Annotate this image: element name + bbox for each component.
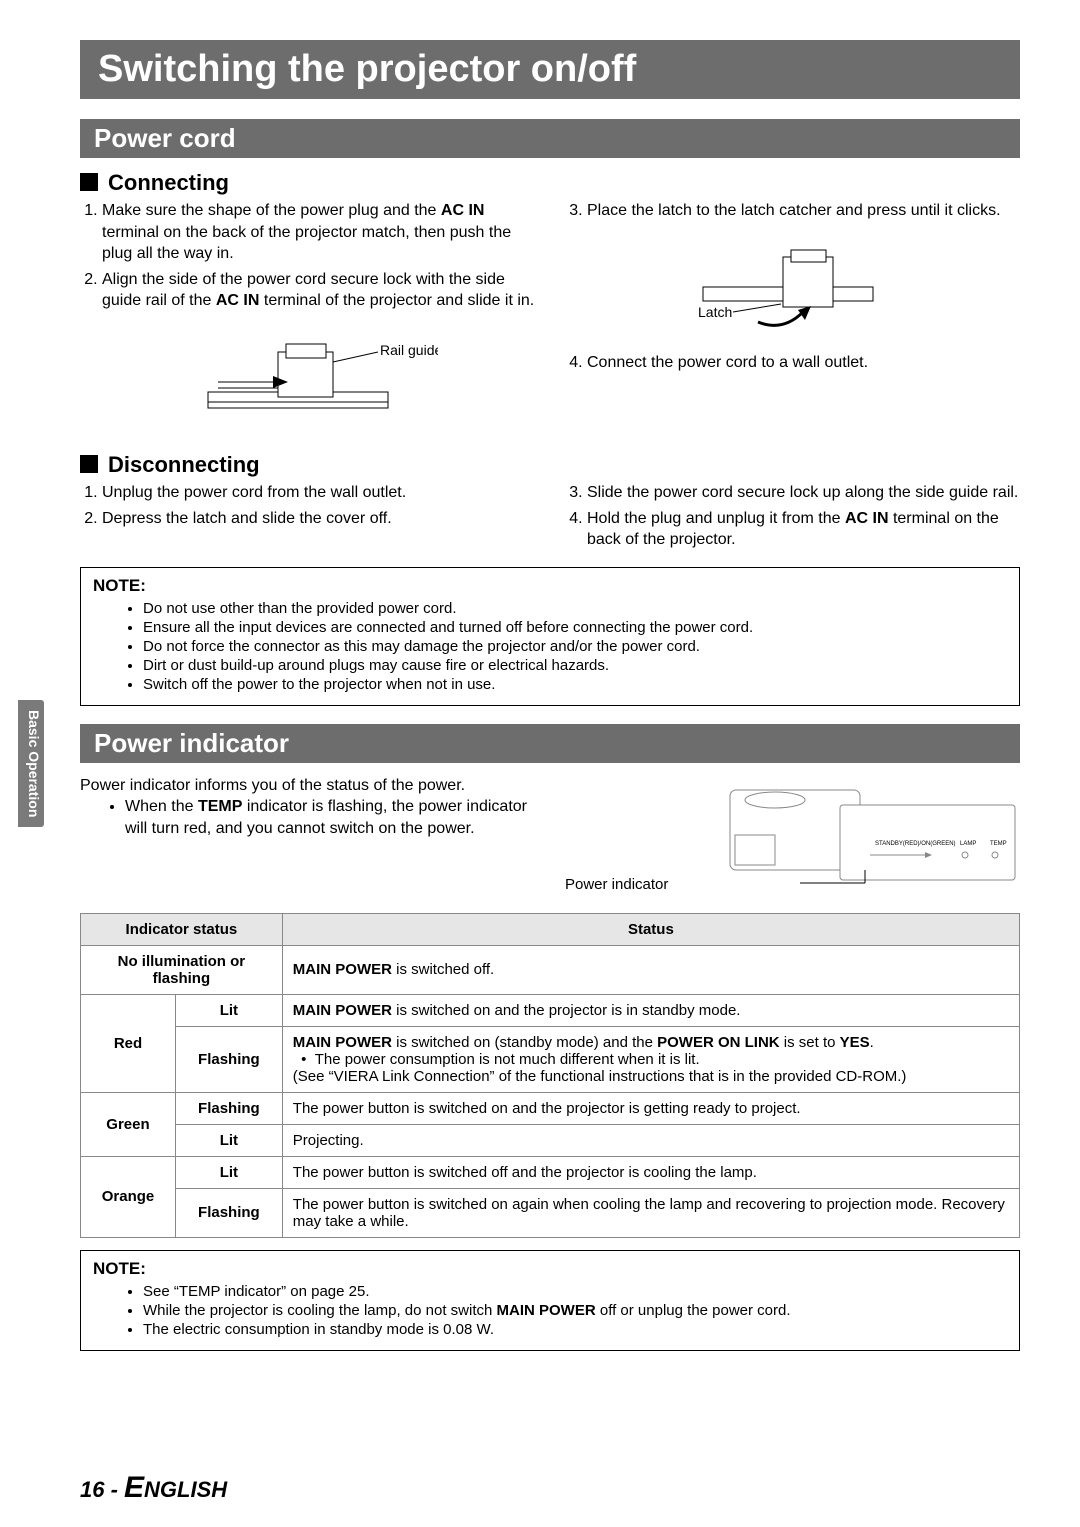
th-status: Status [282, 913, 1019, 945]
figure-rail-guide: Rail guide [178, 322, 438, 432]
note-box-2: NOTE: See “TEMP indicator” on page 25.Wh… [80, 1250, 1020, 1351]
latch-label: Latch [698, 304, 732, 320]
pi-intro: Power indicator informs you of the statu… [80, 775, 535, 797]
rail-guide-label: Rail guide [380, 342, 438, 358]
heading-disconnecting: Disconnecting [80, 452, 1020, 478]
note-title: NOTE: [93, 576, 1007, 596]
note-list-2: See “TEMP indicator” on page 25.While th… [93, 1283, 1007, 1338]
svg-text:STANDBY(RED)/ON(GREEN): STANDBY(RED)/ON(GREEN) [875, 841, 956, 847]
note-title-2: NOTE: [93, 1259, 1007, 1279]
page-title: Switching the projector on/off [80, 40, 1020, 99]
pi-bullet: When the TEMP indicator is flashing, the… [80, 796, 535, 839]
page: Switching the projector on/off Power cor… [0, 0, 1080, 1409]
disconnecting-right-list: Slide the power cord secure lock up alon… [565, 482, 1020, 551]
section-power-indicator: Power indicator [80, 724, 1020, 763]
th-indicator-status: Indicator status [81, 913, 283, 945]
footer-nglish: NGLISH [144, 1477, 227, 1502]
figure-latch: Latch [663, 232, 923, 342]
note-list-1: Do not use other than the provided power… [93, 600, 1007, 693]
connecting-left-list: Make sure the shape of the power plug an… [80, 200, 535, 312]
status-table: Indicator status Status No illumination … [80, 913, 1020, 1238]
connecting-right-list-2: Connect the power cord to a wall outlet. [565, 352, 1020, 374]
page-footer: 16 - ENGLISH [80, 1471, 227, 1505]
section-power-cord: Power cord [80, 119, 1020, 158]
pi-caption: Power indicator [565, 875, 668, 895]
note-box-1: NOTE: Do not use other than the provided… [80, 567, 1020, 706]
heading-connecting: Connecting [80, 170, 1020, 196]
page-number: 16 - [80, 1477, 124, 1502]
svg-text:TEMP: TEMP [990, 841, 1007, 847]
disconnecting-left-list: Unplug the power cord from the wall outl… [80, 482, 535, 529]
connecting-right-list: Place the latch to the latch catcher and… [565, 200, 1020, 222]
footer-e: E [124, 1471, 144, 1504]
svg-text:LAMP: LAMP [960, 841, 976, 847]
figure-projector-panel: STANDBY(RED)/ON(GREEN) LAMP TEMP [720, 775, 1020, 895]
